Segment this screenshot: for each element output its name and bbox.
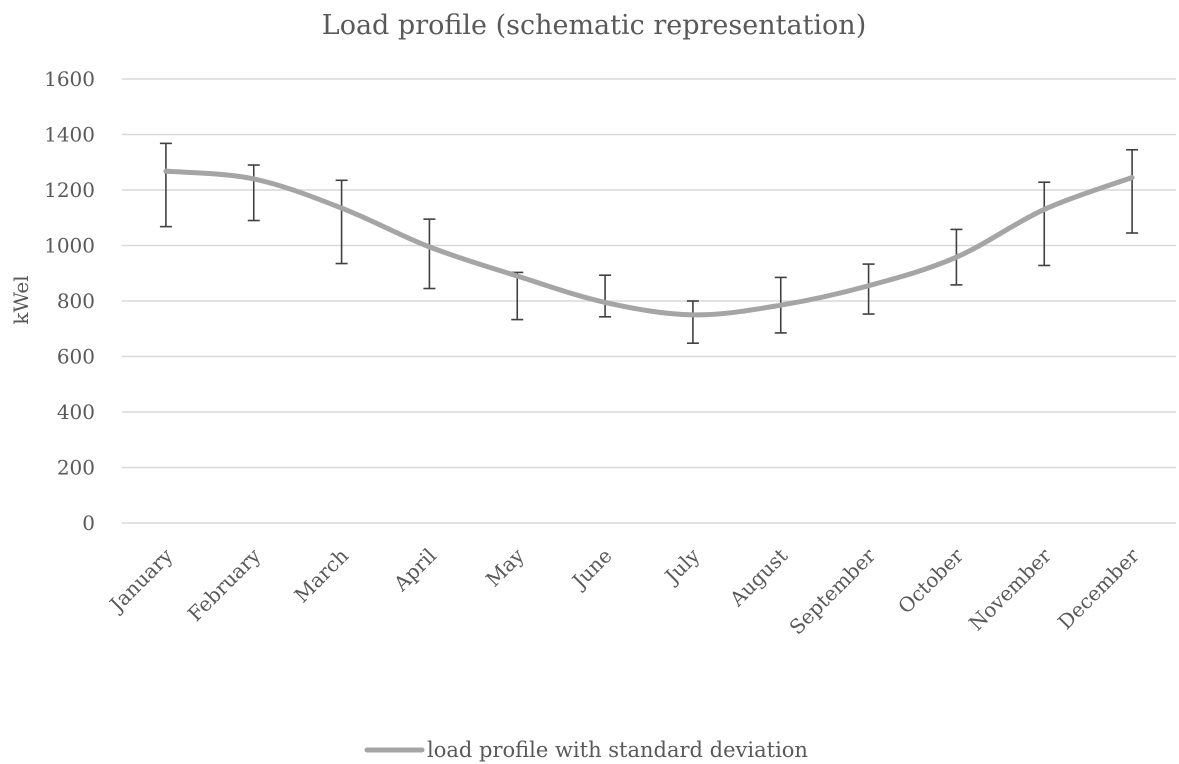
error-bar xyxy=(862,263,875,315)
x-axis-ticks: January February March April May June July Augu… xyxy=(104,543,1144,639)
y-axis-title: kWel xyxy=(9,275,33,324)
chart-title: Load profile (schematic representation) xyxy=(322,10,866,41)
y-axis-ticks: 0 200 400 600 800 1000 1200 1400 1600 xyxy=(44,67,95,535)
x-tick-label: September xyxy=(784,543,880,639)
x-tick-label: May xyxy=(481,543,529,591)
error-bar xyxy=(423,218,436,290)
y-tick-label: 1200 xyxy=(44,178,95,202)
y-tick-label: 200 xyxy=(57,456,95,480)
y-tick-label: 600 xyxy=(57,345,95,369)
error-bar xyxy=(686,300,699,344)
legend-label: load profile with standard deviation xyxy=(427,738,808,762)
y-tick-label: 1400 xyxy=(44,123,95,147)
error-bar xyxy=(335,179,348,265)
x-tick-label: August xyxy=(724,544,792,612)
y-tick-label: 400 xyxy=(57,400,95,424)
error-bar xyxy=(1038,181,1051,267)
x-tick-label: July xyxy=(659,543,705,589)
y-tick-label: 0 xyxy=(82,511,95,535)
x-tick-label: June xyxy=(566,544,617,595)
x-tick-label: December xyxy=(1053,543,1144,634)
x-tick-label: January xyxy=(104,543,178,617)
x-tick-label: October xyxy=(893,543,968,618)
y-tick-label: 800 xyxy=(57,289,95,313)
x-tick-label: March xyxy=(289,543,353,607)
legend: load profile with standard deviation xyxy=(364,738,808,762)
x-tick-label: November xyxy=(964,543,1056,635)
x-tick-label: April xyxy=(388,544,441,597)
error-bar xyxy=(599,274,612,318)
y-tick-label: 1000 xyxy=(44,234,95,258)
error-bar xyxy=(159,142,172,228)
y-tick-label: 1600 xyxy=(44,67,95,91)
x-tick-label: February xyxy=(183,543,266,626)
error-bar xyxy=(247,164,260,222)
gridlines xyxy=(122,78,1176,524)
series-line xyxy=(163,168,1135,318)
error-bar xyxy=(1126,148,1139,234)
